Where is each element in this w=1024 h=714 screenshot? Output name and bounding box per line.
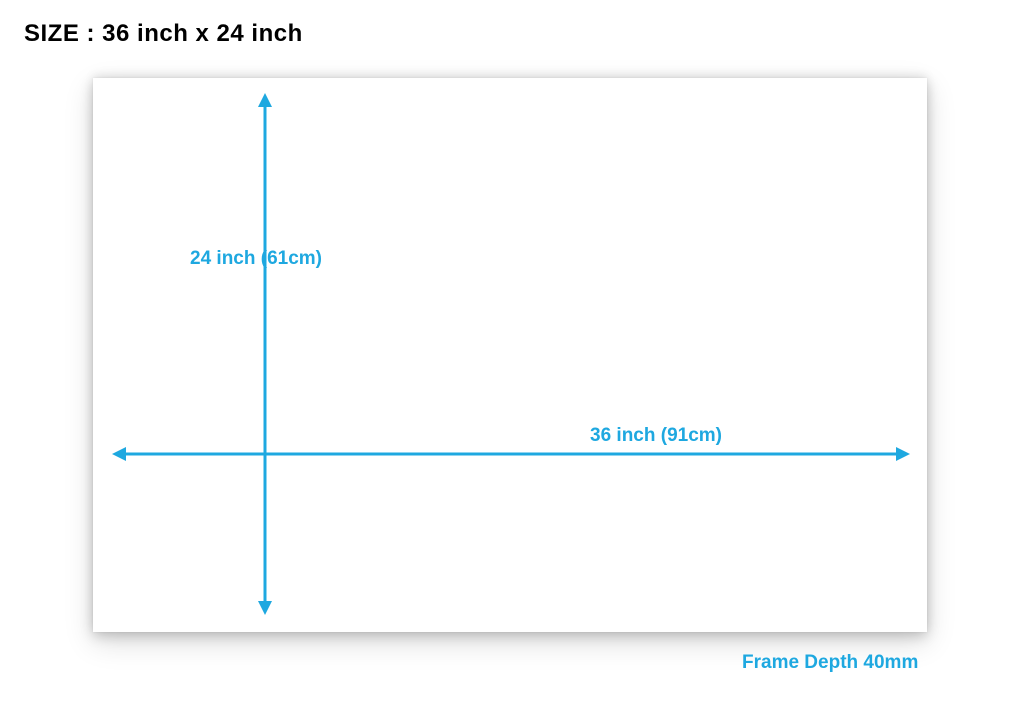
horizontal-dimension-arrow: [112, 438, 910, 470]
vertical-dimension-label: 24 inch (61cm): [190, 248, 322, 270]
frame-rectangle: [93, 78, 927, 632]
frame-depth-label: Frame Depth 40mm: [742, 652, 918, 674]
horizontal-dimension-label: 36 inch (91cm): [590, 425, 722, 447]
vertical-dimension-arrow: [249, 93, 281, 615]
size-title: SIZE : 36 inch x 24 inch: [24, 20, 303, 48]
